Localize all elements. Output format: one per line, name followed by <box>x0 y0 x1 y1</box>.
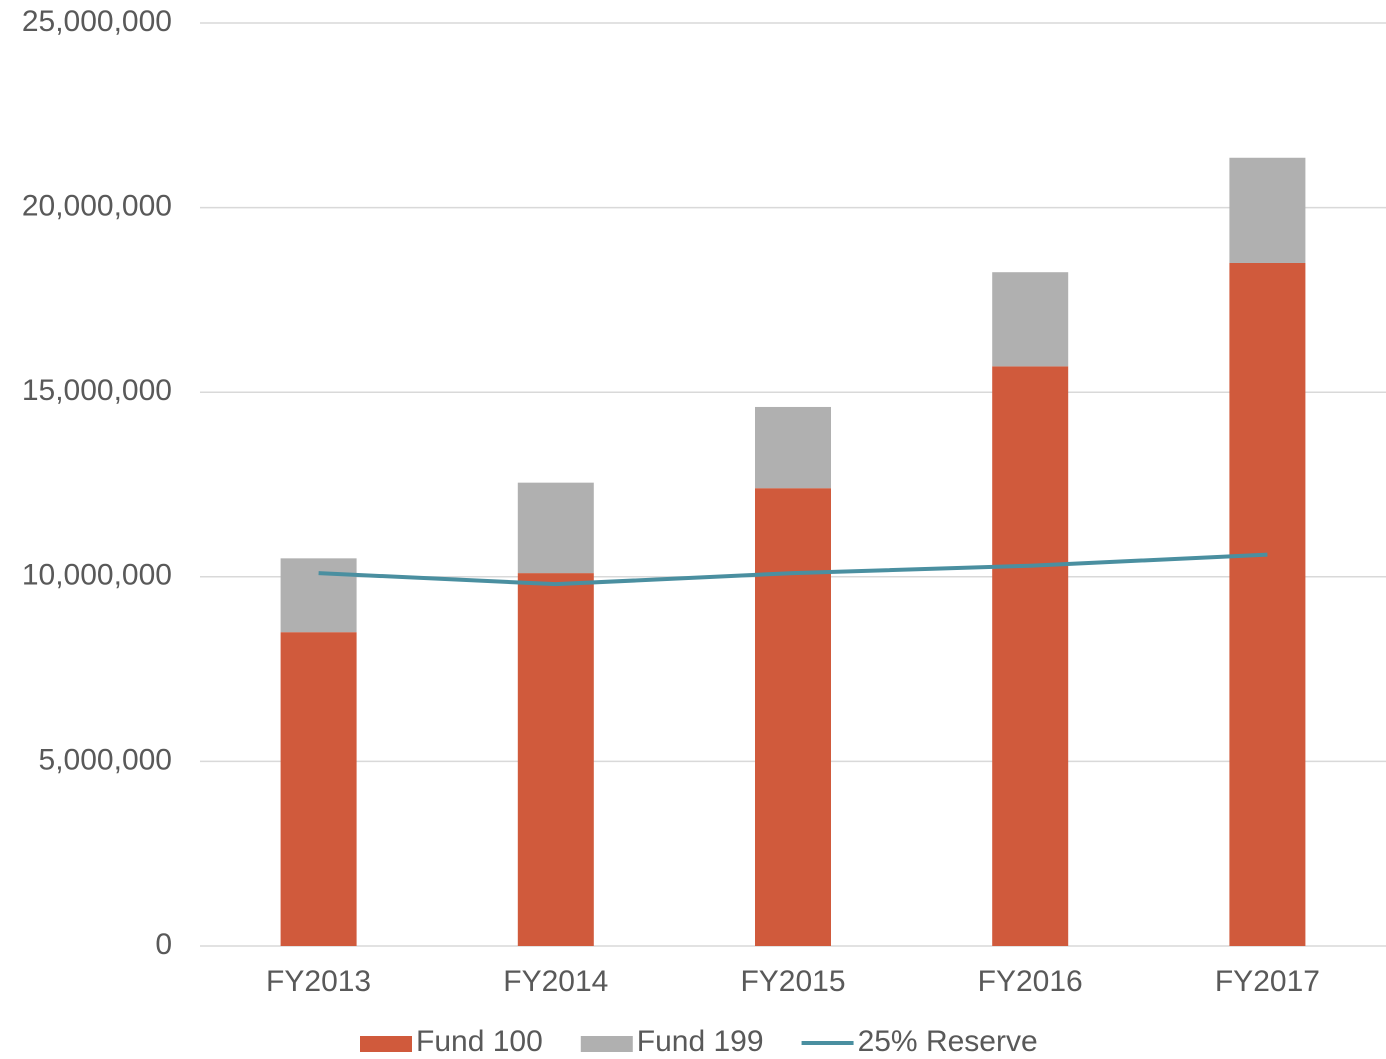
bar <box>1229 157 1306 263</box>
x-tick-label: FY2017 <box>1215 965 1320 998</box>
x-tick-label: FY2015 <box>740 965 845 998</box>
y-tick-label: 15,000,000 <box>22 374 172 407</box>
legend-swatch <box>360 1036 412 1052</box>
y-tick-label: 0 <box>155 928 172 961</box>
legend-label: 25% Reserve <box>858 1025 1038 1058</box>
y-tick-label: 25,000,000 <box>22 5 172 38</box>
line <box>318 552 1268 587</box>
bar <box>517 482 594 574</box>
bar <box>992 272 1069 367</box>
bar <box>755 406 831 489</box>
x-tick-label: FY2013 <box>266 965 371 998</box>
y-tick-label: 5,000,000 <box>39 743 172 776</box>
y-tick-label: 20,000,000 <box>22 190 172 223</box>
legend-label: Fund 100 <box>416 1025 543 1058</box>
x-tick-label: FY2016 <box>978 965 1083 998</box>
bar <box>517 573 594 946</box>
legend-swatch <box>580 1036 633 1052</box>
legend-label: Fund 199 <box>637 1025 764 1058</box>
bar <box>992 366 1069 947</box>
bar <box>755 488 831 946</box>
x-tick-label: FY2014 <box>503 965 608 998</box>
bar <box>280 632 357 946</box>
bar <box>280 558 357 633</box>
bar <box>1229 262 1306 947</box>
y-tick-label: 10,000,000 <box>22 559 172 592</box>
